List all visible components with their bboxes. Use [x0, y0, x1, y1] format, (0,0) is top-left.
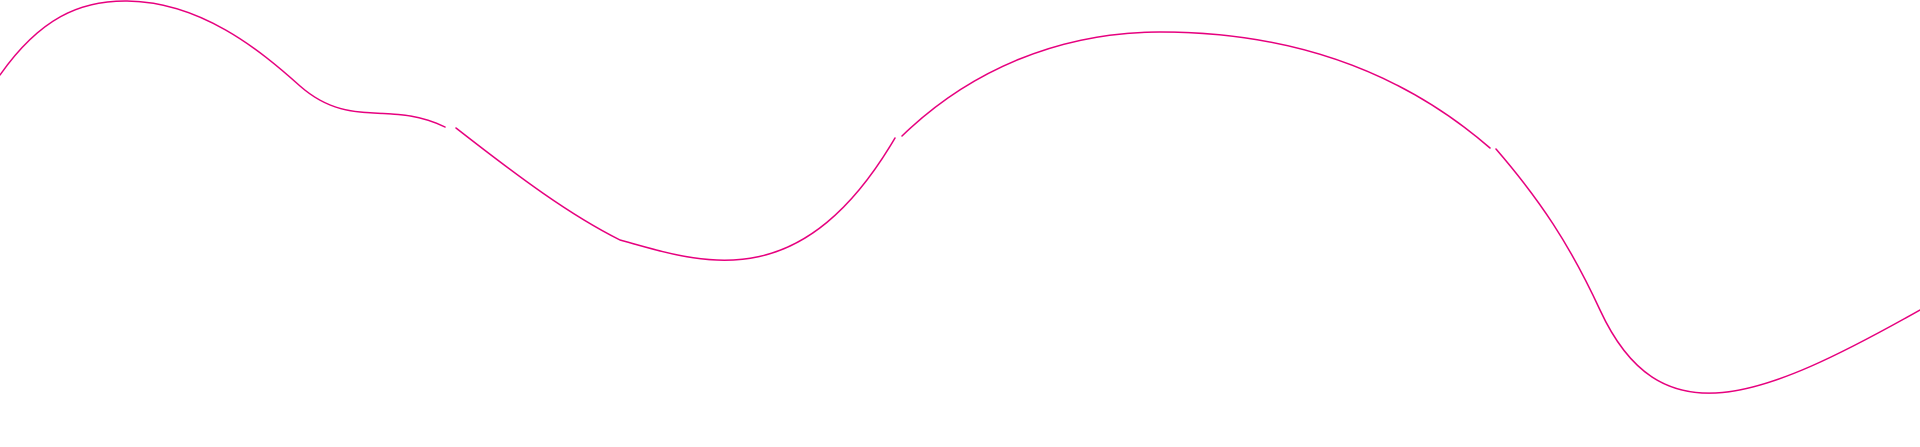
wave-segment-1: [0, 0, 446, 128]
wave-segment-3: [901, 31, 1491, 149]
wave-segment-4: [1495, 148, 1920, 394]
wave-segment-2: [455, 127, 896, 262]
